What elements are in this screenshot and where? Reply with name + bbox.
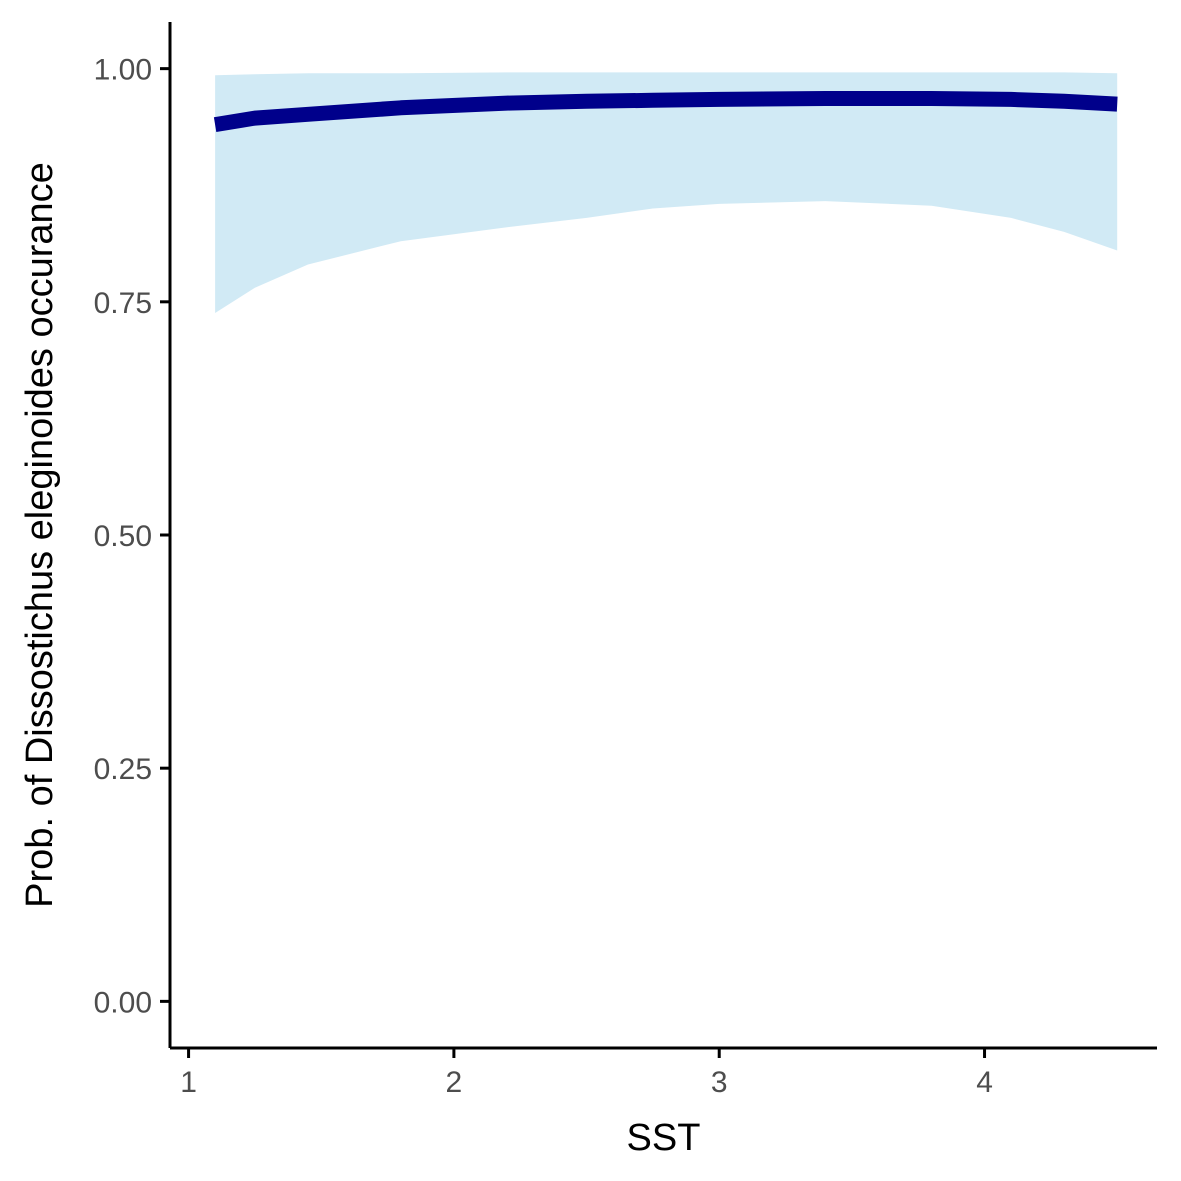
y-tick-label: 0.50 bbox=[94, 520, 152, 553]
x-tick-label: 3 bbox=[711, 1066, 728, 1099]
y-tick-label: 1.00 bbox=[94, 54, 152, 87]
confidence-ribbon bbox=[215, 72, 1118, 314]
y-axis-title: Prob. of Dissostichus eleginoides occura… bbox=[19, 162, 61, 908]
x-axis-title: SST bbox=[627, 1117, 701, 1159]
x-axis-ticks: 1 2 3 4 bbox=[180, 1048, 993, 1099]
x-tick-label: 2 bbox=[446, 1066, 463, 1099]
plot-panel bbox=[213, 72, 1118, 314]
y-tick-label: 0.75 bbox=[94, 287, 152, 320]
x-tick-label: 4 bbox=[976, 1066, 993, 1099]
y-tick-label: 0.00 bbox=[94, 986, 152, 1019]
y-tick-label: 0.25 bbox=[94, 753, 152, 786]
y-axis-ticks: 0.00 0.25 0.50 0.75 1.00 bbox=[94, 54, 170, 1019]
x-tick-label: 1 bbox=[180, 1066, 197, 1099]
series-line bbox=[213, 91, 1118, 133]
